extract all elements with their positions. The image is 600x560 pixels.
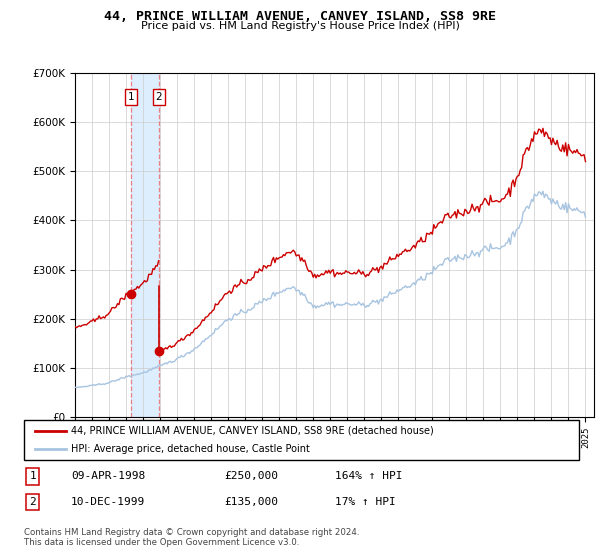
Text: 10-DEC-1999: 10-DEC-1999 <box>71 497 145 507</box>
Text: 09-APR-1998: 09-APR-1998 <box>71 472 145 482</box>
Text: £250,000: £250,000 <box>224 472 278 482</box>
Text: £135,000: £135,000 <box>224 497 278 507</box>
Text: Contains HM Land Registry data © Crown copyright and database right 2024.
This d: Contains HM Land Registry data © Crown c… <box>24 528 359 547</box>
Text: HPI: Average price, detached house, Castle Point: HPI: Average price, detached house, Cast… <box>71 445 310 454</box>
Text: Price paid vs. HM Land Registry's House Price Index (HPI): Price paid vs. HM Land Registry's House … <box>140 21 460 31</box>
Text: 17% ↑ HPI: 17% ↑ HPI <box>335 497 395 507</box>
Text: 2: 2 <box>156 92 163 102</box>
Text: 44, PRINCE WILLIAM AVENUE, CANVEY ISLAND, SS8 9RE: 44, PRINCE WILLIAM AVENUE, CANVEY ISLAND… <box>104 10 496 23</box>
Text: 164% ↑ HPI: 164% ↑ HPI <box>335 472 403 482</box>
Text: 1: 1 <box>127 92 134 102</box>
FancyBboxPatch shape <box>24 420 579 460</box>
Bar <box>131 73 159 417</box>
Text: 2: 2 <box>29 497 36 507</box>
Text: 1: 1 <box>29 472 36 482</box>
Text: 44, PRINCE WILLIAM AVENUE, CANVEY ISLAND, SS8 9RE (detached house): 44, PRINCE WILLIAM AVENUE, CANVEY ISLAND… <box>71 426 434 436</box>
